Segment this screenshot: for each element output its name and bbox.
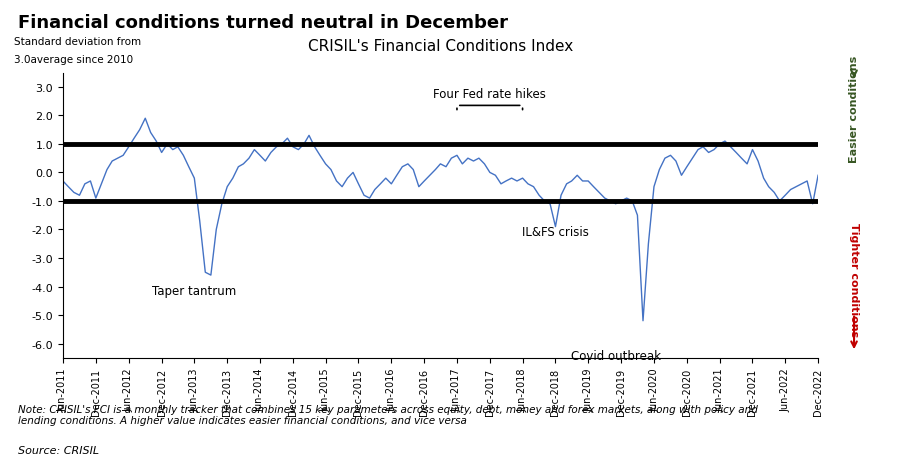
Text: Note: CRISIL's FCI is a monthly tracker that combines 15 key parameters across e: Note: CRISIL's FCI is a monthly tracker … (18, 404, 758, 425)
Text: CRISIL's Financial Conditions Index: CRISIL's Financial Conditions Index (307, 39, 574, 54)
Text: Tighter conditions: Tighter conditions (849, 223, 859, 337)
Text: IL&FS crisis: IL&FS crisis (522, 226, 589, 239)
Text: Easier conditions: Easier conditions (849, 56, 859, 162)
Text: 3.0average since 2010: 3.0average since 2010 (13, 55, 133, 65)
Text: Source: CRISIL: Source: CRISIL (18, 445, 99, 455)
Text: Financial conditions turned neutral in December: Financial conditions turned neutral in D… (18, 14, 508, 32)
Text: Taper tantrum: Taper tantrum (152, 284, 236, 297)
Text: Four Fed rate hikes: Four Fed rate hikes (433, 88, 547, 101)
Text: Covid outbreak: Covid outbreak (571, 349, 661, 363)
Text: Standard deviation from: Standard deviation from (13, 36, 141, 46)
